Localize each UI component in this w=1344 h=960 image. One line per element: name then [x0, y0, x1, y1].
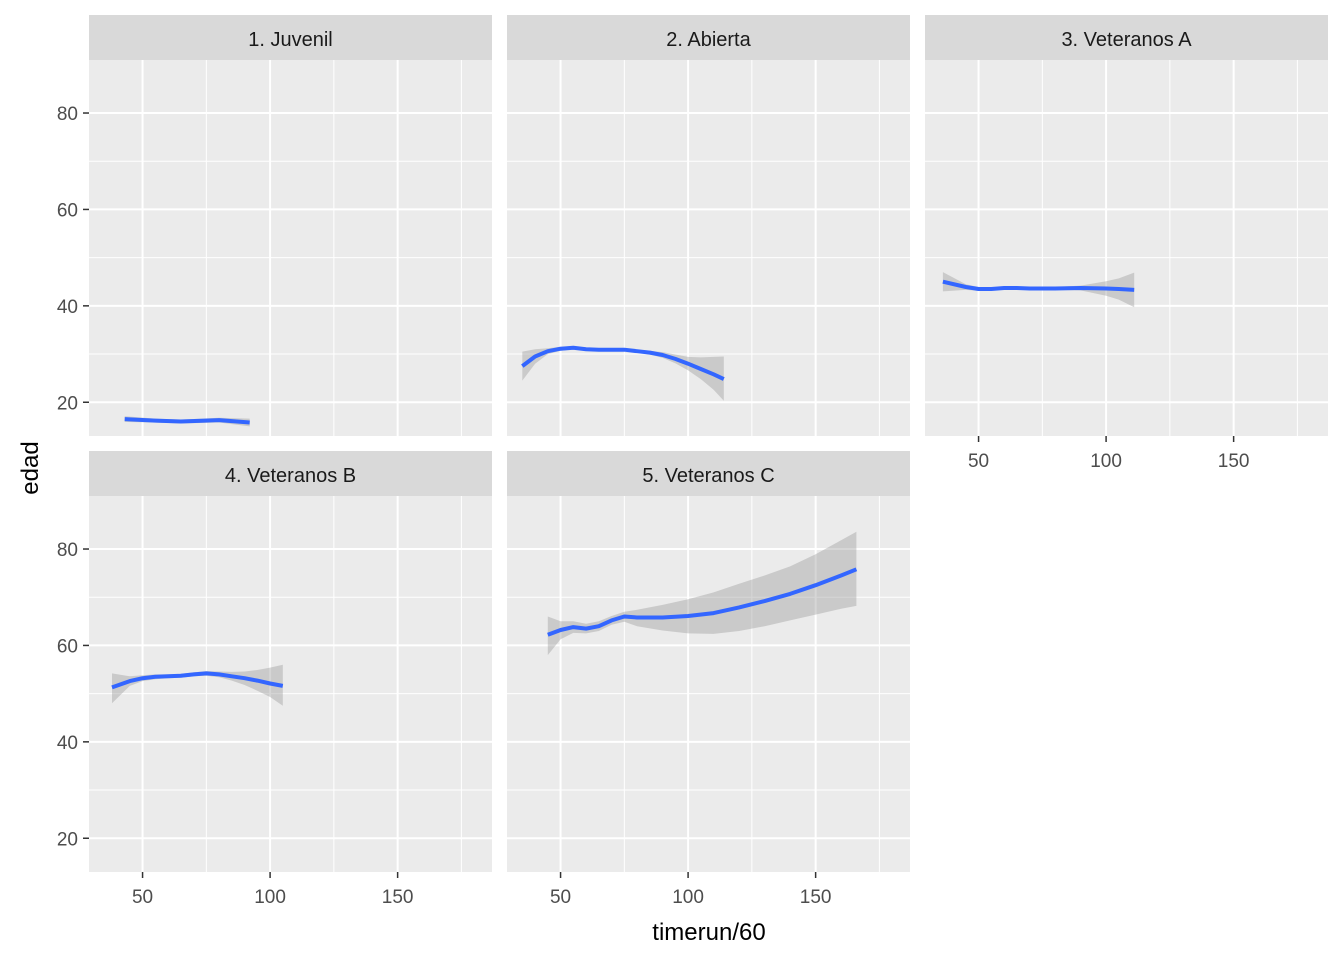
smooth-line-1-juvenil — [124, 417, 250, 425]
panel-3-veteranos-a: 3. Veteranos A — [914, 15, 1328, 436]
panel-5-veteranos-c: 5. Veteranos C — [496, 451, 910, 872]
panel-background — [89, 60, 492, 436]
y-tick-label: 60 — [57, 636, 78, 657]
panel-background — [507, 496, 910, 872]
panel-background — [89, 496, 492, 872]
panel-1-juvenil: 1. Juvenil — [78, 15, 492, 436]
strip-label-4-veteranos-b: 4. Veteranos B — [225, 465, 356, 487]
x-tick-label: 50 — [550, 887, 571, 908]
panel-2-abierta: 2. Abierta — [496, 15, 910, 436]
smooth-line-3-veteranos-a — [942, 279, 1135, 292]
panel-4-veteranos-b: 4. Veteranos B — [78, 451, 492, 872]
x-tick-label: 50 — [968, 451, 989, 472]
strip-5-veteranos-c — [507, 451, 910, 496]
x-tick-label: 150 — [382, 887, 414, 908]
strip-label-3-veteranos-a: 3. Veteranos A — [1061, 29, 1192, 51]
y-tick-label: 20 — [57, 393, 78, 414]
strip-1-juvenil — [89, 15, 492, 60]
smooth-line-4-veteranos-b — [111, 671, 284, 690]
y-tick-label: 80 — [57, 104, 78, 125]
x-tick-label: 150 — [1218, 451, 1250, 472]
strip-3-veteranos-a — [925, 15, 1328, 60]
x-tick-label: 100 — [254, 887, 286, 908]
y-tick-label: 40 — [57, 733, 78, 754]
x-tick-label: 150 — [800, 887, 832, 908]
panel-background — [925, 60, 1328, 436]
strip-label-2-abierta: 2. Abierta — [666, 29, 751, 51]
smooth-line-5-veteranos-c — [547, 567, 858, 637]
y-tick-label: 80 — [57, 540, 78, 561]
x-tick-label: 50 — [132, 887, 153, 908]
smooth-line-2-abierta — [521, 345, 725, 381]
x-tick-label: 100 — [672, 887, 704, 908]
strip-2-abierta — [507, 15, 910, 60]
x-axis-title: timerun/60 — [652, 919, 765, 946]
panels-layer: 1. Juvenil 2. Abierta 3. Veteranos A 4. Vet… — [78, 15, 1328, 872]
y-tick-label: 20 — [57, 829, 78, 850]
strip-label-1-juvenil: 1. Juvenil — [248, 29, 333, 51]
strip-4-veteranos-b — [89, 451, 492, 496]
axes-layer: 20 40 60 80 50 100 150 20 40 60 80 50 100 150 50 100 150 — [57, 104, 1250, 908]
x-tick-label: 100 — [1090, 451, 1122, 472]
strip-label-5-veteranos-c: 5. Veteranos C — [642, 465, 774, 487]
y-tick-label: 40 — [57, 297, 78, 318]
y-tick-label: 60 — [57, 200, 78, 221]
y-axis-title: edad — [17, 441, 44, 494]
